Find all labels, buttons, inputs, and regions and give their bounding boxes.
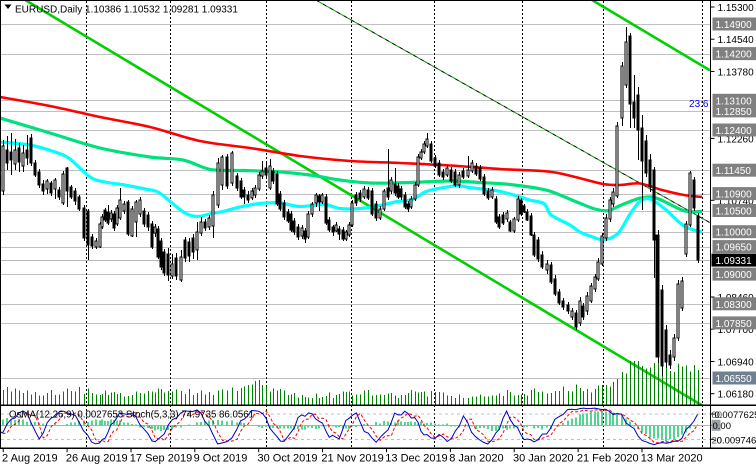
- svg-text:23:6: 23:6: [689, 99, 709, 110]
- svg-text:21 Feb 2020: 21 Feb 2020: [577, 453, 639, 465]
- svg-text:1.12400: 1.12400: [716, 126, 753, 137]
- svg-text:30 Oct 2019: 30 Oct 2019: [258, 453, 318, 465]
- svg-text:13 Mar 2020: 13 Mar 2020: [641, 453, 703, 465]
- svg-text:21 Nov 2019: 21 Nov 2019: [321, 453, 383, 465]
- svg-text:1.14900: 1.14900: [716, 20, 753, 31]
- svg-text:OsMA(12,26,9) 0.0027653 Stoch: OsMA(12,26,9) 0.0027653 Stoch(5,3,3) 74.…: [9, 410, 254, 421]
- svg-text:1.13780: 1.13780: [718, 67, 755, 78]
- svg-text:9 Oct 2019: 9 Oct 2019: [194, 453, 248, 465]
- svg-text:1.06550: 1.06550: [716, 374, 753, 385]
- svg-text:1.06940: 1.06940: [718, 358, 755, 369]
- svg-text:2 Aug 2019: 2 Aug 2019: [2, 453, 58, 465]
- svg-text:1.10500: 1.10500: [716, 207, 753, 218]
- svg-text:1.10740: 1.10740: [718, 196, 755, 207]
- svg-text:1.14200: 1.14200: [716, 50, 753, 61]
- svg-text:80: 80: [712, 410, 723, 421]
- svg-text:20: 20: [712, 435, 723, 446]
- svg-text:-0.009746: -0.009746: [714, 435, 756, 446]
- svg-text:1.09000: 1.09000: [716, 270, 753, 281]
- svg-text:1.13100: 1.13100: [716, 96, 753, 107]
- svg-text:17 Sep 2019: 17 Sep 2019: [130, 453, 192, 465]
- svg-text:1.09650: 1.09650: [716, 243, 753, 254]
- svg-text:1.11450: 1.11450: [716, 166, 752, 177]
- svg-text:1.07700: 1.07700: [718, 325, 755, 336]
- svg-text:13 Dec 2019: 13 Dec 2019: [385, 453, 447, 465]
- svg-text:1.12260: 1.12260: [718, 134, 755, 145]
- svg-text:1.08300: 1.08300: [716, 300, 753, 311]
- svg-text:1.10000: 1.10000: [716, 228, 753, 239]
- svg-text:0.0077625: 0.0077625: [715, 410, 756, 421]
- svg-text:0.00: 0.00: [713, 421, 732, 432]
- svg-text:1.06180: 1.06180: [718, 390, 755, 401]
- svg-text:1.14540: 1.14540: [718, 35, 755, 46]
- svg-text:1.07850: 1.07850: [716, 319, 753, 330]
- svg-text:26 Aug 2019: 26 Aug 2019: [66, 453, 128, 465]
- svg-text:1.10900: 1.10900: [716, 190, 753, 201]
- svg-text:8 Jan 2020: 8 Jan 2020: [449, 453, 503, 465]
- svg-text:30 Jan 2020: 30 Jan 2020: [513, 453, 574, 465]
- svg-text:EURUSD,Daily 1.10386 1.10532 1: EURUSD,Daily 1.10386 1.10532 1.09281 1.0…: [15, 5, 238, 16]
- svg-text:1.15300: 1.15300: [718, 3, 755, 14]
- svg-text:1.12850: 1.12850: [716, 107, 753, 118]
- svg-text:1.09331: 1.09331: [716, 256, 753, 267]
